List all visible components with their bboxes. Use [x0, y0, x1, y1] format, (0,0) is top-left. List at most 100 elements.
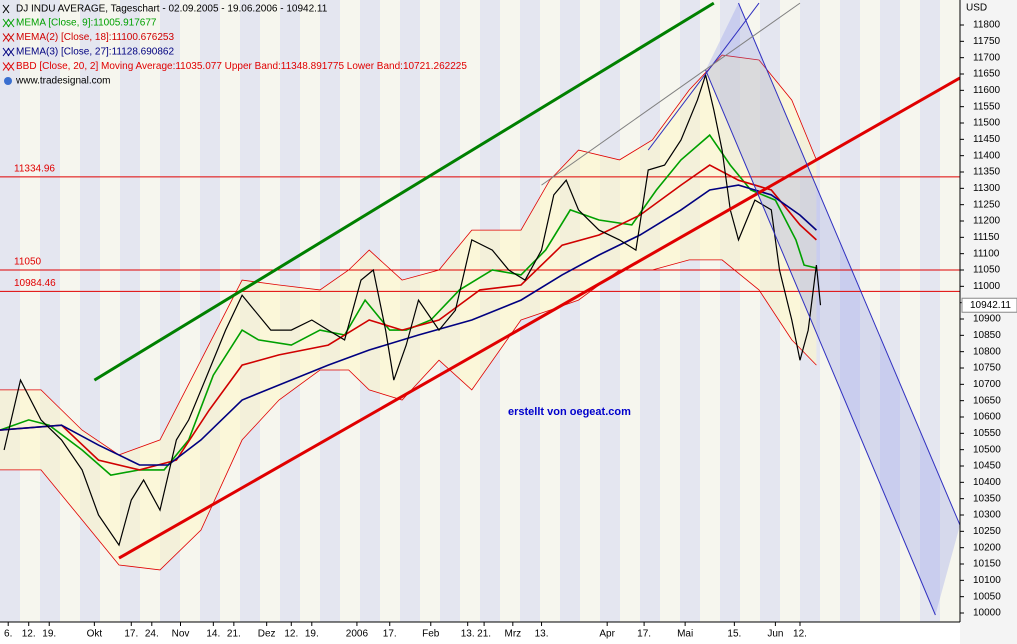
x-tick-label: 13. [461, 629, 475, 640]
trend-line [93, 1, 715, 382]
x-tick-label: 12. [22, 629, 36, 640]
x-tick-label: 14. [206, 629, 220, 640]
stripe [600, 0, 620, 622]
y-tick-label: 11700 [973, 52, 1001, 63]
price-line [3, 72, 822, 547]
y-tick-label: 10500 [973, 444, 1001, 455]
y-tick-label: 11000 [973, 281, 1001, 292]
y-tick-label: 11550 [973, 101, 1001, 112]
legend-icon [2, 47, 15, 57]
y-tick-label: 10750 [973, 363, 1001, 374]
y-tick-label: 11400 [973, 150, 1001, 161]
stripe [60, 0, 80, 622]
y-tick-label: 10450 [973, 461, 1001, 472]
x-tick-label: 12. [284, 629, 298, 640]
stripe [40, 0, 60, 622]
x-tick-label: Okt [87, 629, 103, 640]
x-tick-label: 17. [383, 629, 397, 640]
x-tick-label: 17. [124, 629, 138, 640]
upper-band [0, 54, 817, 456]
y-tick-label: 10050 [973, 591, 1001, 602]
channel-area [705, 3, 960, 615]
stripe [0, 0, 20, 622]
y-tick-label: 10700 [973, 379, 1001, 390]
horizontal-line-label: 10984.46 [14, 278, 56, 289]
y-tick-label: 10900 [973, 314, 1001, 325]
legend: DJ INDU AVERAGE, Tageschart - 02.09.2005… [2, 4, 467, 87]
x-tick-label: 15. [727, 629, 741, 640]
y-tick-label: 11350 [973, 167, 1001, 178]
globe-icon [4, 77, 12, 85]
y-tick-label: 10300 [973, 510, 1001, 521]
trend-line [541, 2, 801, 186]
y-tick-label: 11250 [973, 199, 1001, 210]
horizontal-line-label: 11334.96 [14, 164, 55, 175]
stripe [880, 0, 900, 622]
x-tick-label: Mai [677, 629, 693, 640]
plot-area: 11334.96 11050 10984.46 [0, 1, 960, 616]
x-tick-label: Mrz [504, 629, 521, 640]
x-tick-label: 6. [4, 629, 12, 640]
mema-line [0, 184, 817, 466]
x-tick-label: 19. [42, 629, 56, 640]
y-tick-label: 10850 [973, 330, 1001, 341]
y-tick-label: 11450 [973, 134, 1001, 145]
y-tick-label: 11800 [973, 20, 1001, 31]
band-area [0, 55, 817, 570]
y-tick-label: 10250 [973, 526, 1001, 537]
stripe [640, 0, 660, 622]
y-tick-label: 10600 [973, 412, 1001, 423]
x-tick-label: Feb [422, 629, 440, 640]
y-tick-label: 11750 [973, 36, 1001, 47]
y-tick-label: 11300 [973, 183, 1001, 194]
y-tick-label: 10800 [973, 346, 1001, 357]
x-tick-label: 12. [793, 629, 807, 640]
x-tick-label: Apr [599, 629, 615, 640]
y-tick-label: 11600 [973, 85, 1001, 96]
x-tick-label: Nov [172, 629, 190, 640]
legend-label: BBD [Close, 20, 2] Moving Average:11035.… [16, 61, 467, 72]
y-tick-label: 11150 [973, 232, 1000, 243]
stripe [840, 0, 860, 622]
stripe [580, 0, 600, 622]
legend-label: MEMA(2) [Close, 18]:11100.676253 [16, 32, 174, 43]
stripe [860, 0, 880, 622]
y-tick-label: 10550 [973, 428, 1001, 439]
x-tick-label: 21. [477, 629, 491, 640]
y-tick-label: 10100 [973, 575, 1001, 586]
stripe [20, 0, 40, 622]
x-tick-label: 21. [227, 629, 241, 640]
x-tick-label: 17. [637, 629, 651, 640]
horizontal-line-label: 11050 [14, 257, 42, 268]
trend-line [738, 2, 960, 526]
y-tick-label: 11650 [973, 69, 1001, 80]
legend-icon [2, 33, 15, 42]
mema-line [0, 164, 817, 471]
last-value-box [961, 297, 1017, 313]
y-tick-label: 10150 [973, 559, 1001, 570]
trend-line [705, 69, 936, 616]
trend-line [647, 2, 760, 151]
legend-label: MEMA [Close, 9]:11005.917677 [16, 18, 157, 29]
y-tick-label: 10350 [973, 493, 1001, 504]
x-tick-label: Dez [258, 629, 276, 640]
y-tick-label: 10200 [973, 542, 1001, 553]
x-tick-label: Jun [767, 629, 783, 640]
legend-icon [2, 62, 15, 71]
trend-line [118, 76, 960, 560]
y-tick-label: 10000 [973, 608, 1001, 619]
legend-icon [2, 18, 15, 28]
stripe [620, 0, 640, 622]
y-tick-label: 10400 [973, 477, 1001, 488]
stripe [940, 0, 960, 622]
legend-label: MEMA(3) [Close, 27]:11128.690862 [16, 47, 174, 58]
y-tick-label: 11500 [973, 118, 1001, 129]
axis-panel [960, 0, 1017, 644]
x-tick-label: 13. [535, 629, 549, 640]
legend-icon [2, 4, 10, 14]
y-tick-label: 10650 [973, 395, 1001, 406]
currency: USD [966, 3, 987, 14]
stripe [900, 0, 920, 622]
chart-title: DJ INDU AVERAGE, Tageschart - 02.09.2005… [16, 4, 328, 15]
